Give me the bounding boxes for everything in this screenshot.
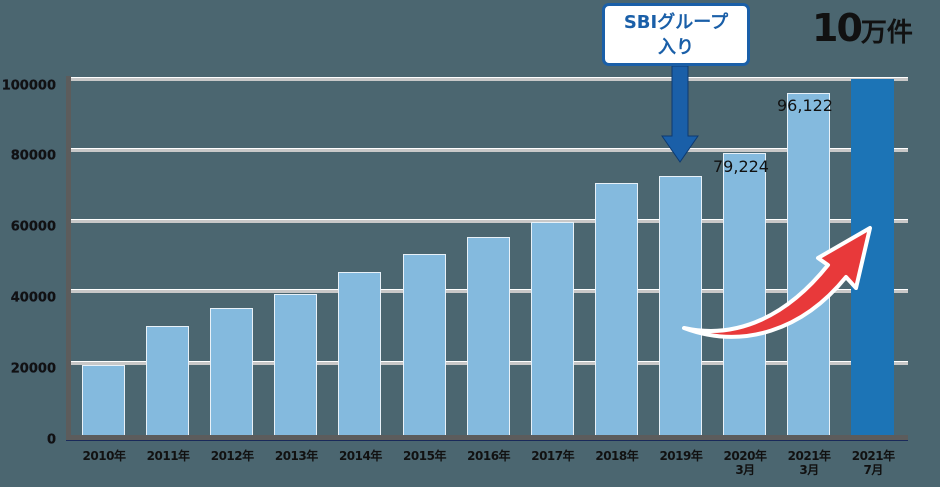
gridline-100000: [70, 77, 908, 81]
x-label-5: 2015年: [393, 449, 457, 463]
value-label-2021-3: 96,122: [777, 96, 833, 115]
bar-3: [274, 293, 318, 437]
ytick-20000: 20000: [10, 361, 57, 377]
bar-8: [594, 182, 638, 437]
x-label-line1: 2016年: [467, 449, 511, 463]
y-axis: [66, 76, 71, 440]
x-label-9: 2019年: [649, 449, 713, 463]
gridline-80000: [70, 148, 908, 152]
x-axis: [66, 435, 908, 441]
x-label-line1: 2019年: [659, 449, 703, 463]
bar-7: [530, 222, 574, 437]
gridline-60000: [70, 219, 908, 223]
x-label-line1: 2014年: [338, 449, 382, 463]
x-label-line1: 2017年: [531, 449, 575, 463]
x-label-0: 2010年: [72, 449, 136, 463]
ytick-80000: 80000: [10, 148, 57, 164]
headline-number: 10: [812, 6, 863, 50]
ytick-0: 0: [46, 432, 56, 448]
x-label-line1: 2012年: [210, 449, 254, 463]
ytick-60000: 60000: [10, 219, 57, 235]
x-label-line1: 2015年: [403, 449, 446, 463]
ytick-40000: 40000: [10, 290, 57, 306]
bar-5: [402, 254, 446, 437]
x-label-1: 2011年: [136, 449, 200, 463]
x-label-line1: 2021年: [787, 449, 831, 463]
headline-unit: 万件: [860, 18, 913, 48]
bar-2: [210, 308, 254, 437]
bar-6: [466, 236, 510, 437]
x-label-2: 2012年: [200, 449, 264, 463]
bar-4: [338, 272, 382, 437]
x-label-line1: 2020年: [723, 449, 767, 463]
x-label-line1: 2021年: [851, 449, 895, 463]
bar-10: [723, 153, 766, 437]
sbi-group-callout: SBIグループ 入り: [602, 3, 750, 66]
headline-10man: 10万件: [812, 6, 913, 50]
value-label-2020: 79,224: [713, 157, 769, 176]
x-label-12: 2021年 7月: [841, 449, 905, 477]
x-label-6: 2016年: [457, 449, 521, 463]
ytick-100000: 100000: [1, 78, 57, 94]
bar-1: [146, 326, 190, 437]
x-label-3: 2013年: [264, 449, 328, 463]
x-label-7: 2017年: [521, 449, 585, 463]
x-label-line1: 2013年: [274, 449, 318, 463]
x-label-line1: 2018年: [595, 449, 639, 463]
x-label-line1: 2011年: [146, 449, 190, 463]
x-label-line2: 3月: [799, 463, 819, 477]
callout-line2: 入り: [658, 37, 694, 58]
x-label-line2: 3月: [735, 463, 755, 477]
x-label-4: 2014年: [328, 449, 392, 463]
x-label-line2: 7月: [863, 463, 884, 477]
callout-line1: SBIグループ: [623, 12, 729, 33]
growth-arrow-icon: [682, 226, 872, 339]
bar-0: [82, 365, 125, 437]
x-label-11: 2021年 3月: [777, 449, 841, 477]
x-label-8: 2018年: [585, 449, 649, 463]
x-label-10: 2020年 3月: [713, 449, 777, 477]
x-label-line1: 2010年: [82, 449, 126, 463]
bar-11: [787, 92, 831, 437]
down-arrow-icon: [661, 66, 699, 163]
